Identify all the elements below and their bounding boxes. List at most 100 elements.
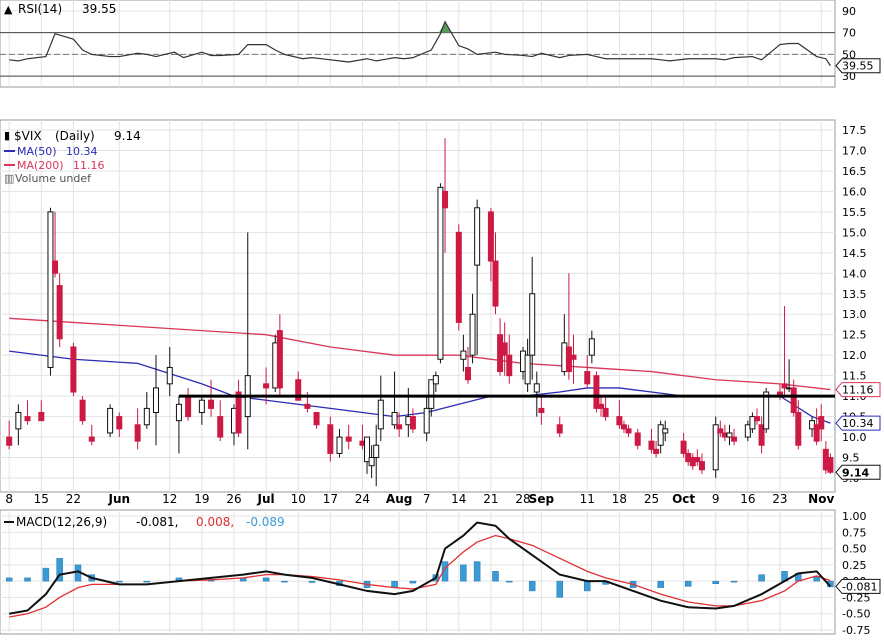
x-tick-label: 8 bbox=[5, 492, 13, 506]
price-panel: 17.5 17.0 16.5 16.0 15.5 15.0 14.5 14.0 13.5 13.0… bbox=[0, 58, 881, 506]
candle-body bbox=[235, 391, 242, 434]
candle-body bbox=[758, 424, 765, 446]
macd-hist-bar bbox=[473, 561, 481, 582]
x-tick-label: 11 bbox=[580, 492, 595, 506]
rsi-frame bbox=[0, 0, 836, 88]
candle-body bbox=[506, 354, 513, 377]
ma200-value: 11.16 bbox=[73, 159, 105, 172]
ma200-line bbox=[9, 317, 831, 391]
macd-tick-label: -0.50 bbox=[842, 608, 870, 621]
candle-body bbox=[152, 387, 159, 413]
candle-body bbox=[487, 211, 494, 262]
candle-body bbox=[616, 416, 623, 426]
macd-tag-value: -0.081 bbox=[842, 580, 877, 593]
macd-tick-label: -0.75 bbox=[842, 624, 870, 637]
x-tick-label: 17 bbox=[323, 492, 338, 506]
rsi-tag-value: 39.55 bbox=[842, 60, 874, 73]
macd-hist-bar bbox=[684, 580, 692, 587]
candle-body bbox=[694, 457, 701, 463]
candle-body bbox=[529, 293, 536, 356]
candle-body bbox=[593, 375, 600, 409]
macd-panel: 1.000.750.500.250.00-0.25-0.50-0.75 MACD… bbox=[0, 509, 881, 637]
x-tick-label: 21 bbox=[483, 492, 498, 506]
candle-body bbox=[47, 211, 54, 368]
price-tick-label: 16.0 bbox=[842, 185, 867, 198]
macd-y-axis: 1.000.750.500.250.00-0.25-0.50-0.75 bbox=[842, 510, 870, 637]
price-tick-label: 15.0 bbox=[842, 226, 867, 239]
price-y-axis: 17.5 17.0 16.5 16.0 15.5 15.0 14.5 14.0 13.5 13.0… bbox=[842, 124, 867, 485]
macd-hist-bar bbox=[730, 580, 738, 583]
signal-value: 0.008, bbox=[196, 515, 234, 529]
rsi-tick-label: 30 bbox=[842, 70, 856, 83]
macd-hist-bar bbox=[712, 580, 719, 584]
volume-icon: ▥ bbox=[4, 172, 14, 185]
candle-body bbox=[24, 416, 31, 422]
candle-body bbox=[391, 411, 398, 426]
candle-body bbox=[602, 407, 609, 418]
candle-body bbox=[442, 190, 449, 209]
macd-hist-bar bbox=[56, 558, 63, 582]
candle-body bbox=[166, 366, 173, 385]
candle-body bbox=[813, 424, 820, 442]
price-tick-label: 9.5 bbox=[842, 452, 860, 465]
macd-hist-bar bbox=[758, 574, 765, 582]
candle-body bbox=[345, 436, 352, 442]
x-tick-label: 12 bbox=[162, 492, 177, 506]
macd-hist-bar bbox=[506, 580, 513, 583]
price-tick-label: 17.5 bbox=[842, 124, 867, 137]
ma200-tag-value: 11.16 bbox=[842, 384, 874, 397]
candle-body bbox=[70, 346, 77, 393]
candle-body bbox=[364, 436, 371, 463]
ma50-tag-value: 10.34 bbox=[842, 417, 874, 430]
x-tick-label: 9 bbox=[712, 492, 720, 506]
price-tick-label: 14.0 bbox=[842, 267, 867, 280]
x-tick-label: Aug bbox=[386, 492, 412, 506]
candle-body bbox=[263, 383, 270, 389]
candle-body bbox=[717, 428, 724, 434]
rsi-tag: 39.55 bbox=[835, 58, 881, 74]
rsi-tick-label: 70 bbox=[842, 27, 856, 40]
macd-tag-box bbox=[835, 578, 881, 594]
ma50-tag: 10.34 bbox=[835, 415, 881, 431]
x-tick-label: 15 bbox=[34, 492, 49, 506]
macd-hist-bar bbox=[5, 577, 13, 582]
candle-body bbox=[208, 399, 215, 409]
macd-hist-bar bbox=[262, 577, 270, 582]
macd-lines bbox=[9, 521, 832, 618]
candle-body bbox=[598, 403, 605, 409]
close-tag-value: 9.14 bbox=[842, 466, 869, 479]
ma200-tag: 11.16 bbox=[835, 382, 881, 398]
last-close-label: 9.14 bbox=[114, 129, 141, 143]
x-tick-label: Jun bbox=[108, 492, 131, 506]
macd-hist-bar bbox=[657, 580, 664, 588]
x-tick-label: 23 bbox=[772, 492, 787, 506]
x-tick-label: 26 bbox=[226, 492, 241, 506]
candle-body bbox=[327, 424, 334, 454]
price-legend: ▮ $VIX (Daily) 9.14 MA(50) 10.34 MA(200)… bbox=[4, 129, 141, 185]
candle-body bbox=[56, 285, 63, 340]
price-frame bbox=[0, 119, 836, 493]
macd-hist-bar bbox=[556, 580, 563, 598]
candle-body bbox=[373, 444, 380, 459]
candle-body bbox=[625, 428, 632, 434]
macd-hist-bar bbox=[116, 580, 123, 583]
price-tick-label: 14.5 bbox=[842, 247, 867, 260]
hist-value: -0.089 bbox=[246, 515, 285, 529]
candle-body bbox=[712, 424, 719, 471]
candle-body bbox=[88, 436, 95, 442]
candle-body bbox=[368, 457, 375, 467]
rsi-y-axis: 90 70 50 30 bbox=[842, 5, 856, 83]
candle-body bbox=[38, 411, 45, 422]
x-tick-label: 18 bbox=[612, 492, 627, 506]
candle-body bbox=[432, 375, 439, 385]
ma50-label: MA(50) bbox=[17, 145, 57, 158]
x-tick-label: 25 bbox=[644, 492, 659, 506]
macd-tick-label: 0.75 bbox=[842, 526, 867, 539]
candle-body bbox=[185, 395, 192, 418]
macd-hist-bar bbox=[492, 571, 499, 582]
candle-body bbox=[460, 350, 467, 360]
macd-hist-bar bbox=[584, 580, 591, 592]
candle-body bbox=[726, 432, 733, 438]
